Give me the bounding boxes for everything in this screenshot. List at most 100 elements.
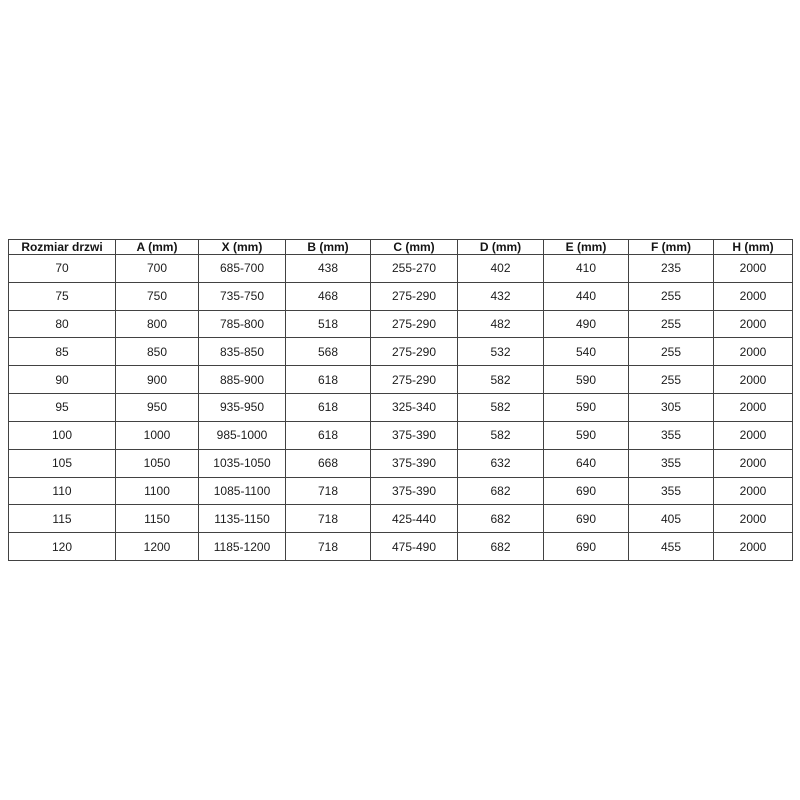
table-row: 80 800 785-800 518 275-290 482 490 255 2000	[8, 309, 793, 339]
table-cell: 120	[8, 532, 116, 561]
column-header: E (mm)	[543, 239, 629, 255]
table-cell: 255-270	[370, 254, 458, 283]
column-header: B (mm)	[285, 239, 371, 255]
table-cell: 900	[115, 365, 199, 395]
table-cell: 568	[285, 337, 371, 367]
table-cell: 1185-1200	[198, 532, 286, 561]
table-cell: 800	[115, 309, 199, 339]
table-cell: 2000	[713, 309, 793, 339]
table-cell: 582	[457, 420, 544, 450]
table-row: 95 950 935-950 618 325-340 582 590 305 2000	[8, 393, 793, 422]
table-body: 70 700 685-700 438 255-270 402 410 235 2000 75 750…	[8, 254, 793, 561]
table-cell: 2000	[713, 532, 793, 561]
table-cell: 985-1000	[198, 420, 286, 450]
table-cell: 1085-1100	[198, 476, 286, 506]
table-cell: 425-440	[370, 504, 458, 534]
table-cell: 70	[8, 254, 116, 283]
table-cell: 540	[543, 337, 629, 367]
table-cell: 375-390	[370, 448, 458, 478]
table-cell: 685-700	[198, 254, 286, 283]
table-cell: 690	[543, 476, 629, 506]
column-header: A (mm)	[115, 239, 199, 255]
table-cell: 718	[285, 504, 371, 534]
table-cell: 255	[628, 309, 714, 339]
column-header: C (mm)	[370, 239, 458, 255]
table-cell: 255	[628, 337, 714, 367]
table-cell: 100	[8, 420, 116, 450]
table-row: 85 850 835-850 568 275-290 532 540 255 2000	[8, 337, 793, 367]
table-row: 70 700 685-700 438 255-270 402 410 235 2000	[8, 254, 793, 283]
table-cell: 1000	[115, 420, 199, 450]
table-cell: 255	[628, 365, 714, 395]
table-cell: 2000	[713, 504, 793, 534]
table-cell: 750	[115, 281, 199, 311]
table-cell: 582	[457, 365, 544, 395]
table-cell: 935-950	[198, 393, 286, 422]
table-cell: 115	[8, 504, 116, 534]
table-cell: 410	[543, 254, 629, 283]
table-cell: 255	[628, 281, 714, 311]
column-header: Rozmiar drzwi	[8, 239, 116, 255]
table-cell: 2000	[713, 476, 793, 506]
table-cell: 1050	[115, 448, 199, 478]
table-cell: 640	[543, 448, 629, 478]
table-cell: 2000	[713, 337, 793, 367]
table-cell: 1150	[115, 504, 199, 534]
table-cell: 618	[285, 420, 371, 450]
table-cell: 1035-1050	[198, 448, 286, 478]
table-row: 90 900 885-900 618 275-290 582 590 255 2000	[8, 365, 793, 395]
table-cell: 690	[543, 504, 629, 534]
table-row: 120 1200 1185-1200 718 475-490 682 690 455 2000	[8, 532, 793, 561]
table-cell: 90	[8, 365, 116, 395]
table-cell: 455	[628, 532, 714, 561]
table-cell: 2000	[713, 393, 793, 422]
table-cell: 402	[457, 254, 544, 283]
table-cell: 582	[457, 393, 544, 422]
table-cell: 950	[115, 393, 199, 422]
table-cell: 590	[543, 420, 629, 450]
table-cell: 405	[628, 504, 714, 534]
table-cell: 532	[457, 337, 544, 367]
table-cell: 85	[8, 337, 116, 367]
table-cell: 275-290	[370, 365, 458, 395]
table-cell: 468	[285, 281, 371, 311]
table-cell: 590	[543, 393, 629, 422]
table-row: 105 1050 1035-1050 668 375-390 632 640 355 2000	[8, 448, 793, 478]
table-cell: 355	[628, 476, 714, 506]
table-cell: 1100	[115, 476, 199, 506]
table-cell: 885-900	[198, 365, 286, 395]
table-cell: 682	[457, 532, 544, 561]
table-cell: 305	[628, 393, 714, 422]
table-cell: 75	[8, 281, 116, 311]
table-cell: 105	[8, 448, 116, 478]
table-cell: 95	[8, 393, 116, 422]
table-header-row: Rozmiar drzwi A (mm) X (mm) B (mm) C (mm) D (…	[8, 239, 793, 255]
column-header: X (mm)	[198, 239, 286, 255]
table-cell: 718	[285, 476, 371, 506]
table-cell: 590	[543, 365, 629, 395]
table-cell: 835-850	[198, 337, 286, 367]
table-cell: 375-390	[370, 420, 458, 450]
table-cell: 375-390	[370, 476, 458, 506]
table-cell: 355	[628, 448, 714, 478]
table-cell: 355	[628, 420, 714, 450]
table-cell: 2000	[713, 365, 793, 395]
table-cell: 682	[457, 504, 544, 534]
table-cell: 850	[115, 337, 199, 367]
table-cell: 718	[285, 532, 371, 561]
table-row: 75 750 735-750 468 275-290 432 440 255 2000	[8, 281, 793, 311]
table-cell: 668	[285, 448, 371, 478]
table-cell: 1200	[115, 532, 199, 561]
table-cell: 438	[285, 254, 371, 283]
table-cell: 618	[285, 393, 371, 422]
table-cell: 785-800	[198, 309, 286, 339]
table-row: 100 1000 985-1000 618 375-390 582 590 355 2000	[8, 420, 793, 450]
table-cell: 235	[628, 254, 714, 283]
door-size-spec-table: Rozmiar drzwi A (mm) X (mm) B (mm) C (mm) D (…	[8, 239, 793, 561]
table-cell: 80	[8, 309, 116, 339]
table-cell: 2000	[713, 254, 793, 283]
table-cell: 1135-1150	[198, 504, 286, 534]
table-row: 115 1150 1135-1150 718 425-440 682 690 405 2000	[8, 504, 793, 534]
table-cell: 2000	[713, 420, 793, 450]
table-cell: 2000	[713, 281, 793, 311]
